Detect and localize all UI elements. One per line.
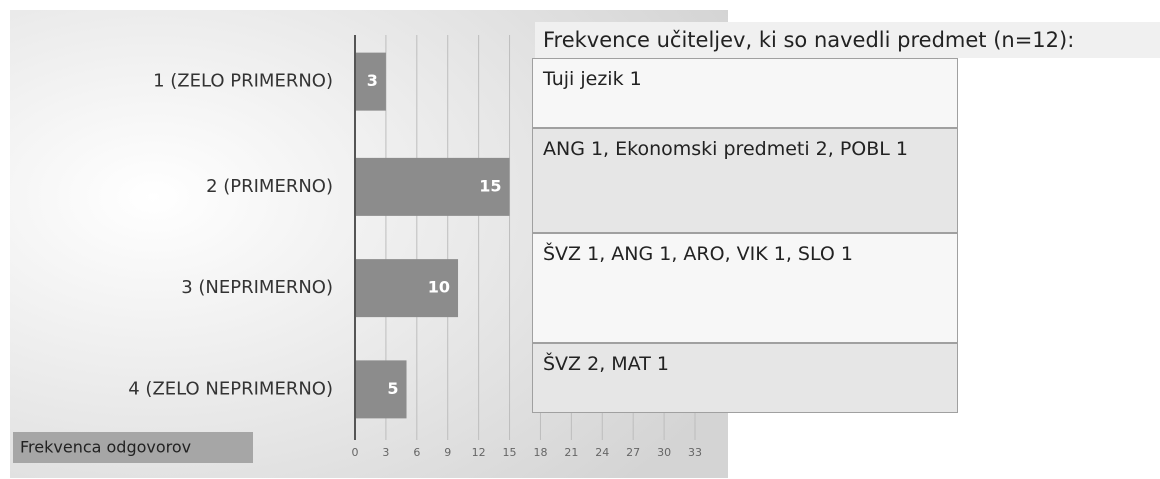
x-tick-label: 30 bbox=[657, 446, 671, 459]
bar bbox=[355, 157, 510, 216]
x-tick-label: 3 bbox=[382, 446, 389, 459]
x-tick-label: 0 bbox=[352, 446, 359, 459]
x-tick-label: 21 bbox=[564, 446, 578, 459]
x-tick-label: 27 bbox=[626, 446, 640, 459]
x-tick-label: 33 bbox=[688, 446, 702, 459]
bar bbox=[355, 360, 407, 419]
value-label: 5 bbox=[387, 379, 398, 398]
bar bbox=[355, 52, 386, 111]
x-tick-label: 24 bbox=[595, 446, 609, 459]
y-tick-label: 1 (ZELO PRIMERNO) bbox=[153, 71, 333, 92]
bar bbox=[355, 259, 459, 318]
x-tick-label: 12 bbox=[472, 446, 486, 459]
x-tick-label: 18 bbox=[533, 446, 547, 459]
value-label: 15 bbox=[479, 176, 501, 195]
x-tick-label: 15 bbox=[503, 446, 517, 459]
y-tick-label: 4 (ZELO NEPRIMERNO) bbox=[128, 378, 333, 399]
y-tick-label: 3 (NEPRIMERNO) bbox=[181, 277, 333, 298]
x-tick-label: 6 bbox=[413, 446, 420, 459]
value-label: 3 bbox=[367, 71, 378, 90]
axis-label-box bbox=[13, 432, 253, 463]
table-title: Frekvence učiteljev, ki so navedli predm… bbox=[535, 22, 1160, 58]
table-row: Tuji jezik 1 bbox=[532, 58, 958, 128]
table-row: ŠVZ 2, MAT 1 bbox=[532, 343, 958, 413]
value-label: 10 bbox=[428, 278, 450, 297]
table-row: ŠVZ 1, ANG 1, ARO, VIK 1, SLO 1 bbox=[532, 233, 958, 343]
x-tick-label: 9 bbox=[444, 446, 451, 459]
table-row: ANG 1, Ekonomski predmeti 2, POBL 1 bbox=[532, 128, 958, 233]
y-tick-label: 2 (PRIMERNO) bbox=[206, 176, 333, 197]
x-axis-label: Frekvenca odgovorov bbox=[20, 438, 191, 457]
